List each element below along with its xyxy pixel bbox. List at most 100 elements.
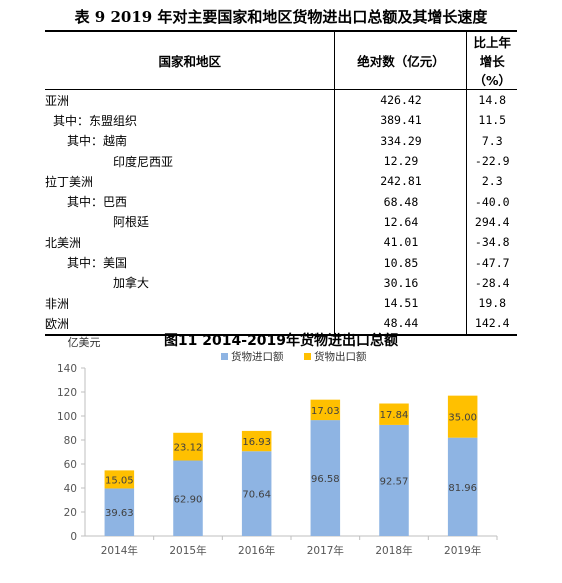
x-tick-label: 2015年	[169, 544, 206, 557]
y-tick-label: 20	[64, 507, 77, 519]
table-row: 北美洲 41.01 -34.8	[45, 232, 517, 253]
x-tick-label: 2017年	[307, 544, 344, 557]
table-row: 印度尼西亚 12.29 -22.9	[45, 150, 517, 172]
table-row: 其中：巴西 68.48 -40.0	[45, 191, 517, 212]
bar-value-label: 70.64	[242, 490, 271, 501]
region-value: 14.51	[334, 292, 468, 314]
region-growth: 19.8	[478, 296, 507, 311]
bar-value-label: 96.58	[311, 474, 340, 485]
x-tick-label: 2016年	[238, 544, 275, 557]
region-name: 其中：美国	[67, 256, 128, 271]
y-axis-label: 亿美元	[68, 336, 101, 349]
region-value: 48.44	[334, 313, 468, 335]
bar-value-label: 92.57	[380, 476, 409, 487]
region-name: 欧洲	[45, 316, 70, 331]
region-growth: -34.8	[474, 235, 510, 250]
region-name: 亚洲	[45, 93, 70, 108]
y-tick-label: 80	[64, 435, 77, 447]
region-value: 68.48	[334, 191, 468, 212]
bar-value-label: 23.12	[174, 443, 203, 454]
trade-table: 国家和地区 绝对数（亿元） 比上年增长（%） 亚洲 426.42 14.8 其中：东盟…	[45, 30, 517, 336]
region-growth: 142.4	[474, 316, 510, 331]
table-row: 非洲 14.51 19.8	[45, 292, 517, 314]
bar-value-label: 62.90	[174, 494, 203, 505]
x-tick-label: 2018年	[375, 544, 412, 557]
y-tick-label: 100	[57, 411, 77, 423]
bar-value-label: 17.03	[311, 406, 340, 417]
region-value: 426.42	[334, 89, 468, 111]
table-row: 加拿大 30.16 -28.4	[45, 272, 517, 293]
table-row: 其中：越南 334.29 7.3	[45, 130, 517, 151]
table-body: 亚洲 426.42 14.8 其中：东盟组织 389.41 11.5 其中：越南 334.29…	[45, 89, 517, 335]
region-name: 北美洲	[45, 235, 82, 250]
table-row: 亚洲 426.42 14.8	[45, 89, 517, 111]
region-growth: 294.4	[474, 214, 510, 229]
export-bar	[310, 399, 341, 421]
region-growth: 11.5	[478, 113, 507, 128]
bar-value-label: 15.05	[105, 475, 134, 486]
export-bar	[104, 470, 135, 489]
import-bar	[310, 420, 341, 536]
import-bar	[447, 437, 478, 536]
import-bar	[173, 460, 203, 536]
header-value: 绝对数（亿元）	[334, 31, 468, 90]
y-tick-label: 140	[57, 363, 77, 375]
region-value: 12.29	[334, 150, 468, 172]
region-value: 242.81	[334, 171, 468, 192]
region-name: 其中：东盟组织	[53, 113, 138, 128]
region-name: 阿根廷	[113, 215, 150, 230]
region-growth: 2.3	[481, 174, 503, 189]
region-growth: 14.8	[478, 93, 507, 108]
header-growth: 比上年增长（%）	[473, 35, 512, 88]
region-growth: -40.0	[474, 194, 510, 209]
table-row: 阿根廷 12.64 294.4	[45, 211, 517, 233]
region-growth: 7.3	[481, 133, 503, 148]
region-value: 12.64	[334, 211, 468, 233]
bar-value-label: 17.84	[380, 410, 409, 421]
region-name: 加拿大	[113, 276, 150, 291]
legend-label: 货物进口额	[231, 350, 284, 363]
header-region: 国家和地区	[158, 54, 221, 69]
bar-value-label: 35.00	[448, 413, 477, 424]
region-growth: -47.7	[474, 255, 510, 270]
table-row: 拉丁美洲 242.81 2.3	[45, 171, 517, 192]
region-value: 10.85	[334, 252, 468, 273]
y-tick-label: 40	[64, 483, 77, 495]
chart-title: 图11 2014-2019年货物进出口总额	[164, 332, 398, 349]
x-tick-label: 2014年	[101, 544, 138, 557]
export-bar	[241, 430, 272, 452]
legend-label: 货物出口额	[314, 350, 367, 363]
import-bar	[104, 488, 135, 536]
bar-value-label: 39.63	[105, 508, 134, 519]
x-tick-label: 2019年	[444, 544, 481, 557]
region-value: 41.01	[334, 232, 468, 253]
bar-value-label: 81.96	[448, 483, 477, 494]
table-row: 其中：东盟组织 389.41 11.5	[45, 110, 517, 131]
y-tick-label: 0	[70, 531, 77, 543]
legend-swatch	[304, 353, 311, 360]
import-bar	[379, 424, 409, 536]
export-bar	[173, 432, 203, 461]
export-bar	[447, 395, 478, 438]
table-header-row: 国家和地区 绝对数（亿元） 比上年增长（%）	[45, 31, 517, 90]
legend-swatch	[221, 353, 228, 360]
region-name: 非洲	[45, 296, 70, 311]
bar-value-label: 16.93	[242, 437, 271, 448]
region-name: 其中：越南	[67, 134, 128, 149]
region-value: 30.16	[334, 272, 468, 293]
region-value: 334.29	[334, 130, 468, 151]
region-value: 389.41	[334, 110, 468, 131]
region-name: 拉丁美洲	[45, 174, 94, 189]
table-row: 其中：美国 10.85 -47.7	[45, 252, 517, 273]
region-name: 印度尼西亚	[113, 154, 174, 169]
y-tick-label: 120	[57, 387, 77, 399]
table-caption: 表 9 2019 年对主要国家和地区货物进出口总额及其增长速度	[74, 8, 488, 26]
table-row: 欧洲 48.44 142.4	[45, 313, 517, 335]
region-name: 其中：巴西	[67, 195, 128, 210]
y-tick-label: 60	[64, 459, 77, 471]
region-growth: -28.4	[474, 275, 510, 290]
export-bar	[379, 403, 409, 425]
region-growth: -22.9	[474, 154, 510, 169]
import-bar	[241, 451, 272, 536]
